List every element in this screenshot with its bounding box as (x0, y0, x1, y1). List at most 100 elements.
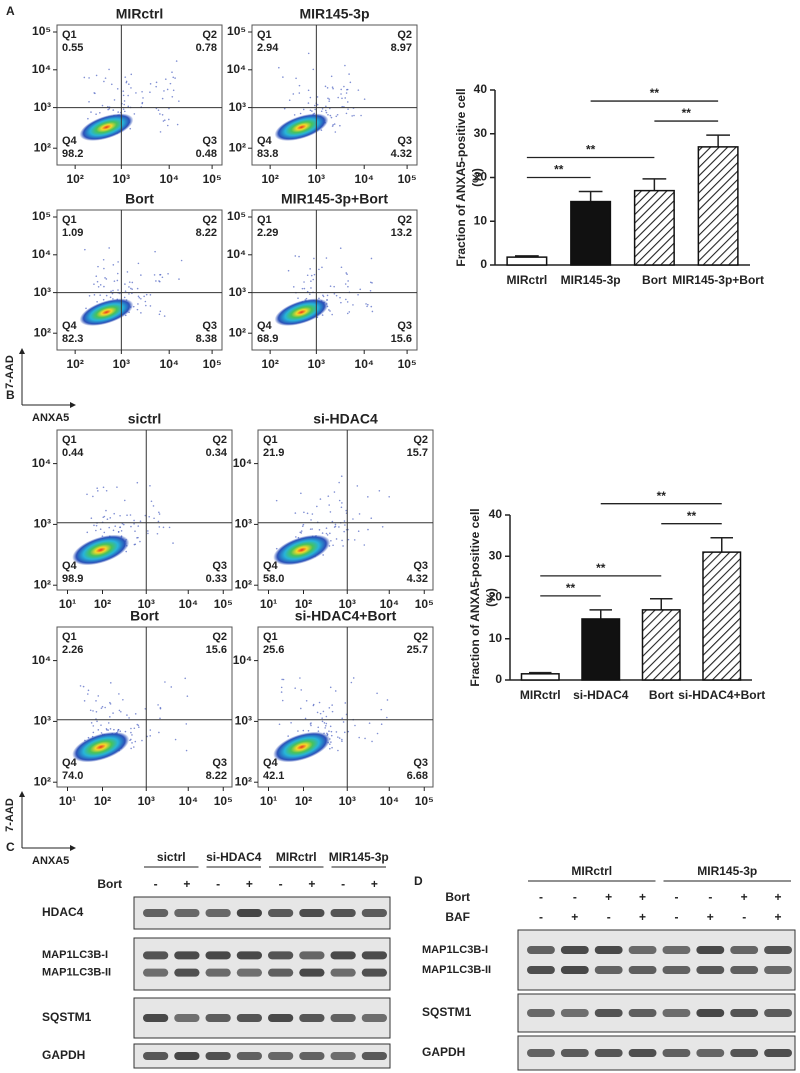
y-tick-label: 0 (495, 672, 502, 686)
event-dot (310, 274, 313, 277)
event-dot (106, 518, 109, 521)
event-dot (325, 715, 328, 718)
event-dot (316, 103, 319, 106)
event-dot (340, 301, 342, 304)
x-tick-label: 10⁴ (160, 172, 179, 186)
event-dot (342, 545, 344, 547)
quadrant-name: Q3 (397, 135, 412, 147)
quadrant-name: Q1 (62, 434, 77, 446)
quadrant-value: 68.9 (257, 333, 278, 345)
event-dot (88, 77, 90, 79)
event-dot (302, 729, 305, 732)
event-dot (133, 113, 136, 115)
event-dot (309, 96, 312, 99)
blot-band (662, 946, 691, 954)
blot-band (330, 1014, 356, 1022)
blot-band (628, 1049, 657, 1057)
event-dot (346, 301, 349, 303)
event-dot (282, 678, 285, 681)
event-dot (172, 76, 175, 79)
blot-band (594, 1049, 623, 1057)
event-dot (329, 743, 331, 745)
event-dot (120, 530, 123, 532)
event-dot (105, 509, 107, 512)
x-tick-label: 10² (261, 357, 278, 371)
event-dot (333, 292, 336, 295)
event-dot (309, 109, 312, 112)
quadrant-value: 25.7 (407, 644, 428, 656)
blot-strip (517, 929, 796, 991)
y-tick-label: 10⁵ (32, 24, 51, 38)
event-dot (332, 544, 334, 547)
event-dot (95, 113, 97, 115)
event-dot (164, 78, 167, 80)
event-dot (301, 287, 304, 290)
x-tick-label: 10³ (113, 357, 130, 371)
event-dot (339, 296, 341, 299)
panel-label: C (6, 840, 15, 854)
event-dot (87, 117, 89, 120)
condition-sign: + (707, 910, 714, 924)
event-dot (122, 523, 125, 526)
event-dot (357, 294, 359, 296)
lane-group: MIRctrl (276, 850, 317, 864)
x-tick-label: 10³ (308, 357, 325, 371)
event-dot (92, 725, 95, 727)
event-dot (370, 517, 373, 519)
event-dot (134, 530, 136, 532)
event-dot (388, 496, 390, 498)
quadrant-name: Q1 (62, 631, 77, 643)
blot-band (236, 909, 262, 917)
event-dot (158, 313, 161, 316)
plot-title: Bort (125, 191, 154, 207)
event-dot (340, 93, 342, 95)
event-dot (93, 524, 95, 527)
y-tick-label: 10² (229, 325, 246, 339)
blot-band (205, 909, 231, 917)
quadrant-value: 0.78 (196, 42, 217, 54)
y-tick-label: 10 (474, 213, 488, 227)
event-dot (137, 303, 139, 305)
y-tick-label: 10² (34, 577, 51, 591)
event-dot (92, 731, 95, 734)
blot-band (299, 968, 325, 977)
event-dot (92, 495, 94, 498)
y-axis-label: (%) (470, 168, 484, 187)
event-dot (96, 487, 98, 490)
x-tick-label: si-HDAC4+Bort (678, 688, 765, 702)
event-dot (376, 692, 378, 695)
event-dot (155, 280, 157, 282)
condition-sign: - (539, 890, 543, 904)
condition-sign: - (573, 890, 577, 904)
event-dot (156, 532, 159, 535)
y-tick-label: 10⁴ (32, 247, 51, 261)
event-dot (163, 315, 166, 317)
event-dot (288, 99, 291, 102)
event-dot (125, 550, 128, 553)
event-dot (313, 257, 315, 260)
event-dot (333, 123, 336, 125)
blot-band (299, 1014, 325, 1022)
event-dot (131, 742, 133, 744)
event-dot (149, 91, 151, 94)
event-dot (166, 88, 169, 91)
event-dot (128, 281, 131, 283)
quadrant-name: Q3 (202, 135, 217, 147)
event-dot (116, 486, 118, 488)
event-dot (307, 52, 310, 55)
bar (697, 146, 739, 266)
event-dot (136, 287, 139, 290)
y-tick-label: 10³ (229, 285, 246, 299)
event-dot (158, 526, 161, 528)
event-dot (99, 294, 102, 296)
bar (570, 200, 612, 266)
event-dot (86, 493, 88, 496)
quadrant-name: Q2 (212, 631, 227, 643)
blot-band (594, 966, 623, 974)
quadrant-name: Q2 (413, 631, 428, 643)
plot-frame (251, 209, 418, 351)
event-dot (334, 523, 337, 526)
event-dot (318, 529, 321, 531)
event-dot (298, 92, 301, 94)
event-dot (96, 300, 98, 303)
